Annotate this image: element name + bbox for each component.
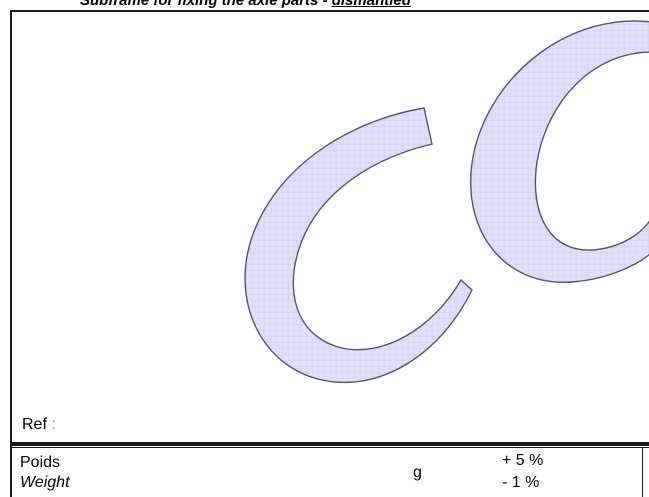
weight-row <box>10 444 649 497</box>
subtitle-text: Subframe for fixing the axle parts - <box>80 0 332 9</box>
weight-unit: g <box>413 464 422 481</box>
page-subtitle: Subframe for fixing the axle parts - dis… <box>80 0 411 9</box>
row-divider <box>10 447 649 448</box>
watermark-letter-c <box>244 107 473 384</box>
ref-label: Ref <box>22 416 47 433</box>
image-frame: Ref : <box>10 10 649 444</box>
subtitle-status: dismantled <box>331 0 411 9</box>
weight-label-en: Weight <box>20 474 70 491</box>
ref-colon: : <box>46 416 56 433</box>
watermark-letter-o <box>470 20 649 283</box>
tolerance-plus: + 5 % <box>502 452 544 469</box>
watermark-co <box>244 20 649 384</box>
row-right-border <box>642 447 643 497</box>
weight-label-fr: Poids <box>20 454 61 471</box>
ref-field: Ref : <box>22 416 56 434</box>
tolerance-minus: - 1 % <box>502 474 540 491</box>
